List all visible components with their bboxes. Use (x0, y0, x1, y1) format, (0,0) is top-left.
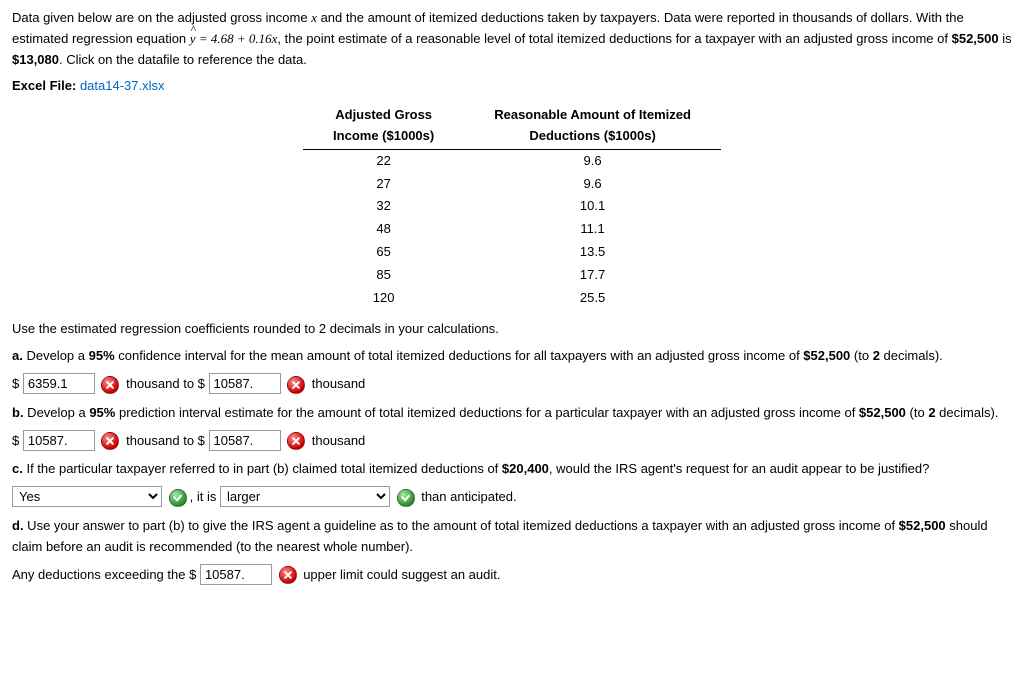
answer-b-upper-input[interactable] (209, 430, 281, 451)
question-c-label: c. (12, 461, 23, 476)
table-row: 12025.5 (303, 287, 721, 310)
wrong-icon (287, 376, 305, 394)
col-header-income: Adjusted Gross Income ($1000s) (303, 103, 464, 149)
q-text: Develop a (23, 348, 89, 363)
question-d-label: d. (12, 518, 24, 533)
cell-deductions: 9.6 (464, 149, 721, 172)
answer-a-lower-input[interactable] (23, 373, 95, 394)
cell-deductions: 9.6 (464, 173, 721, 196)
intro-text: Data given below are on the adjusted gro… (12, 10, 311, 25)
mid-text: thousand to $ (126, 433, 205, 448)
answer-d-input[interactable] (200, 564, 272, 585)
question-d: d. Use your answer to part (b) to give t… (12, 516, 1012, 558)
table-row: 4811.1 (303, 218, 721, 241)
q-text: decimals). (880, 348, 943, 363)
q-amt: $52,500 (859, 405, 906, 420)
cell-income: 32 (303, 195, 464, 218)
question-a-label: a. (12, 348, 23, 363)
col-header-line: Reasonable Amount of Itemized (494, 105, 691, 126)
q-pct: 95% (89, 348, 115, 363)
table-row: 279.6 (303, 173, 721, 196)
correct-icon (397, 489, 415, 507)
data-table: Adjusted Gross Income ($1000s) Reasonabl… (303, 103, 721, 309)
intro-text: , the point estimate of a reasonable lev… (277, 31, 951, 46)
q-text: Use your answer to part (b) to give the … (24, 518, 899, 533)
q-text: (to (906, 405, 928, 420)
rounding-instruction: Use the estimated regression coefficient… (12, 319, 1012, 340)
instruction-text: Use the estimated regression coefficient… (12, 321, 499, 336)
table-row: 6513.5 (303, 241, 721, 264)
answer-c-yesno-select[interactable]: Yes (12, 486, 162, 507)
cell-deductions: 13.5 (464, 241, 721, 264)
q-text: decimals). (936, 405, 999, 420)
cell-income: 120 (303, 287, 464, 310)
q-pct: 95% (89, 405, 115, 420)
answer-a-upper-input[interactable] (209, 373, 281, 394)
cell-deductions: 10.1 (464, 195, 721, 218)
wrong-icon (287, 432, 305, 450)
col-header-line: Income ($1000s) (333, 126, 434, 147)
question-b-label: b. (12, 405, 24, 420)
amount-52500: $52,500 (952, 31, 999, 46)
mid-text: thousand to $ (126, 376, 205, 391)
excel-file-link[interactable]: data14-37.xlsx (80, 78, 165, 93)
mid-text: , it is (190, 489, 220, 504)
var-y-hat: y (190, 29, 196, 50)
end-text: thousand (312, 376, 366, 391)
intro-paragraph: Data given below are on the adjusted gro… (12, 8, 1012, 70)
answer-a-row: $ thousand to $ thousand (12, 373, 1012, 395)
dollar-sign: $ (12, 433, 19, 448)
col-header-line: Deductions ($1000s) (494, 126, 691, 147)
end-text: than anticipated. (421, 489, 516, 504)
answer-c-compare-select[interactable]: larger (220, 486, 390, 507)
pre-text: Any deductions exceeding the $ (12, 567, 196, 582)
excel-file-row: Excel File: data14-37.xlsx (12, 76, 1012, 97)
answer-d-row: Any deductions exceeding the $ upper lim… (12, 564, 1012, 586)
table-row: 8517.7 (303, 264, 721, 287)
q-amt: $52,500 (803, 348, 850, 363)
cell-deductions: 17.7 (464, 264, 721, 287)
cell-income: 65 (303, 241, 464, 264)
intro-text: . Click on the datafile to reference the… (59, 52, 307, 67)
q-dec: 2 (928, 405, 935, 420)
dollar-sign: $ (12, 376, 19, 391)
wrong-icon (279, 566, 297, 584)
amount-13080: $13,080 (12, 52, 59, 67)
q-text: Develop a (24, 405, 90, 420)
cell-deductions: 11.1 (464, 218, 721, 241)
question-b: b. Develop a 95% prediction interval est… (12, 403, 1012, 424)
q-text: (to (850, 348, 872, 363)
cell-income: 48 (303, 218, 464, 241)
answer-b-lower-input[interactable] (23, 430, 95, 451)
q-text: confidence interval for the mean amount … (115, 348, 804, 363)
answer-c-row: Yes , it is larger than anticipated. (12, 486, 1012, 508)
cell-income: 22 (303, 149, 464, 172)
q-text: prediction interval estimate for the amo… (115, 405, 859, 420)
cell-income: 85 (303, 264, 464, 287)
q-amt: $20,400 (502, 461, 549, 476)
intro-text: is (999, 31, 1012, 46)
cell-income: 27 (303, 173, 464, 196)
correct-icon (169, 489, 187, 507)
table-row: 3210.1 (303, 195, 721, 218)
cell-deductions: 25.5 (464, 287, 721, 310)
q-amt: $52,500 (899, 518, 946, 533)
regression-eq: = 4.68 + 0.16x (196, 31, 278, 46)
q-text: If the particular taxpayer referred to i… (23, 461, 502, 476)
question-a: a. Develop a 95% confidence interval for… (12, 346, 1012, 367)
end-text: thousand (312, 433, 366, 448)
col-header-deductions: Reasonable Amount of Itemized Deductions… (464, 103, 721, 149)
wrong-icon (101, 376, 119, 394)
col-header-line: Adjusted Gross (333, 105, 434, 126)
q-text: , would the IRS agent's request for an a… (549, 461, 929, 476)
q-dec: 2 (873, 348, 880, 363)
question-c: c. If the particular taxpayer referred t… (12, 459, 1012, 480)
wrong-icon (101, 432, 119, 450)
post-text: upper limit could suggest an audit. (303, 567, 500, 582)
table-row: 229.6 (303, 149, 721, 172)
answer-b-row: $ thousand to $ thousand (12, 430, 1012, 452)
excel-file-label: Excel File: (12, 78, 76, 93)
